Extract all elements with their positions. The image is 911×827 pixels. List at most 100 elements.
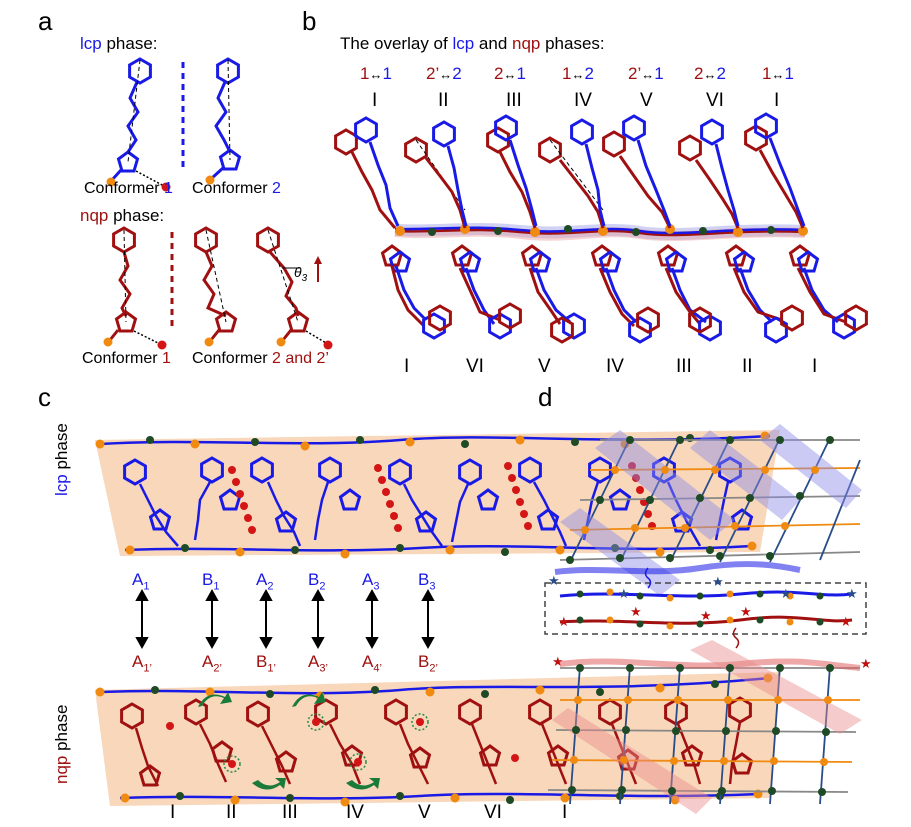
chain-letter: A [362, 570, 374, 589]
chain-letter: B [418, 570, 430, 589]
chain-letter: A [308, 652, 320, 671]
lcp-network-nodes [566, 436, 834, 564]
mapping-arrows [135, 588, 435, 650]
panel-d-label: d [538, 382, 553, 412]
nqp-conformer-1-molecule [103, 226, 167, 350]
pair-nqp-conformer: 2 [494, 64, 504, 83]
lcp-molecules [123, 456, 753, 547]
conformer-id: 2 [272, 180, 281, 197]
chain-subscript: 4’ [373, 662, 382, 675]
lcp-chain-label: A3 [362, 570, 379, 592]
pair-roman-label: II [438, 90, 449, 111]
pair-nqp-conformer: 1 [562, 64, 572, 83]
svg-text:★: ★ [558, 615, 570, 630]
pair-lcp-conformer: 2 [452, 64, 462, 83]
conformer-prefix: Conformer [84, 180, 165, 197]
bottom-roman-label: IV [606, 356, 624, 377]
pair-arrow: ↔ [571, 67, 585, 82]
side-phase-name: lcp [52, 474, 71, 496]
nqp-molecules [120, 696, 753, 787]
chain-letter: A [132, 570, 144, 589]
pair-arrow: ↔ [771, 67, 785, 82]
pair-arrow: ↔ [439, 67, 453, 82]
lcp-phase-heading: lcp phase: [80, 34, 158, 54]
conformer-pair: 2↔2 [694, 64, 726, 84]
lcp-phase-suffix: phase: [101, 34, 158, 53]
pair-nqp-conformer: 2’ [628, 64, 642, 83]
lcp-guest-chains [228, 462, 656, 534]
pair-roman-label: I [372, 90, 378, 111]
nqp-conformer-2-molecule [194, 226, 237, 347]
pair-lcp-conformer: 1 [784, 64, 794, 83]
pair-arrow: ↔ [369, 67, 383, 82]
panel-c-label: c [38, 382, 51, 412]
lcp-chain-label: A1 [132, 570, 149, 592]
svg-text:★: ★ [740, 605, 752, 620]
pair-arrow: ↔ [503, 67, 517, 82]
nqp-phase-suffix: phase: [108, 206, 165, 225]
lcp-chain-label: A2 [256, 570, 273, 592]
lcp-conformer-2-molecule [205, 57, 241, 185]
svg-text:★: ★ [552, 655, 564, 670]
panel-b-overlay [334, 112, 868, 344]
theta-symbol: θ [294, 264, 302, 280]
conformer-pair: 2↔1 [494, 64, 526, 84]
chain-letter: A [202, 652, 214, 671]
lcp-chain-label: B2 [308, 570, 325, 592]
nqp-chain-label: A4’ [362, 652, 382, 674]
bottom-roman-label: VI [484, 802, 502, 823]
conformer-pair: 1↔1 [360, 64, 392, 84]
svg-text:★: ★ [548, 574, 560, 589]
svg-text:★: ★ [780, 587, 792, 602]
chain-subscript: 2’ [213, 662, 222, 675]
pair-arrow: ↔ [641, 67, 655, 82]
conformer-id: 1 [162, 350, 171, 367]
nqp-phase-name: nqp [80, 206, 109, 225]
chain-subscript: 1’ [267, 662, 276, 675]
lcp-conformer-1-label: Conformer 1 [84, 180, 173, 198]
chain-subscript: 3 [429, 580, 436, 593]
backbone-nodes [395, 224, 808, 237]
conformer-pair: 2’↔2 [426, 64, 462, 84]
bottom-roman-label: III [282, 802, 298, 823]
rotation-arrows [198, 692, 380, 790]
lcp-chain-trace [559, 590, 853, 598]
nqp-chain-label: A3’ [308, 652, 328, 674]
lcp-chain-label: B1 [202, 570, 219, 592]
panel-b-label: b [302, 6, 317, 36]
side-phase-suffix: phase [52, 704, 71, 756]
chain-subscript: 2 [267, 580, 274, 593]
svg-text:★: ★ [860, 657, 872, 672]
bottom-roman-label: I [170, 802, 176, 823]
panel-c-chains [95, 430, 780, 807]
nqp-conformer-1-label: Conformer 1 [82, 350, 171, 368]
bottom-roman-label: II [226, 802, 237, 823]
bottom-roman-label: V [418, 802, 431, 823]
theta-subscript: 3 [301, 272, 308, 284]
nqp-chain-label: B1’ [256, 652, 276, 674]
chain-subscript: 2’ [429, 662, 438, 675]
chain-subscript: 1 [143, 580, 150, 593]
pair-lcp-conformer: 2 [716, 64, 726, 83]
svg-text:★: ★ [618, 587, 630, 602]
side-phase-name: nqp [52, 755, 71, 784]
lcp-phase-name: lcp [80, 34, 102, 53]
pair-arrow: ↔ [703, 67, 717, 82]
overlay-molecules [334, 112, 868, 344]
chain-subscript: 3’ [319, 662, 328, 675]
conformer-id: 1 [164, 180, 173, 197]
pair-roman-label: IV [574, 90, 592, 111]
nqp-conformer-2-label: Conformer 2 and 2’ [192, 350, 329, 368]
lcp-conformer-1-molecule [106, 57, 171, 192]
conformer-prefix: Conformer [192, 180, 273, 197]
chain-subscript: 1’ [143, 662, 152, 675]
svg-text:★: ★ [712, 575, 724, 590]
title-part: and [474, 34, 512, 53]
bottom-roman-label: I [562, 802, 568, 823]
chain-letter: B [308, 570, 320, 589]
theta-label: θ3 [294, 264, 307, 284]
star-markers: ★★★★ ★ ★★ ★ ★★ ★ ★ [548, 574, 872, 672]
pair-lcp-conformer: 1 [654, 64, 664, 83]
pair-roman-label: V [640, 90, 653, 111]
